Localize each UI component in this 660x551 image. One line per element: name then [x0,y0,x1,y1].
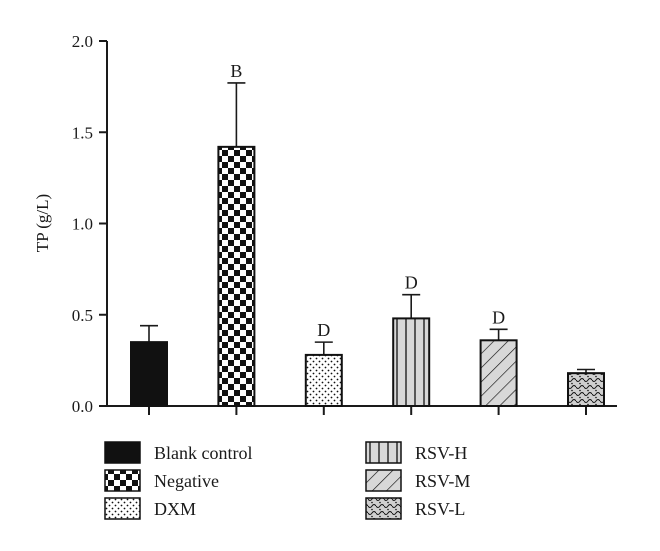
plot-area: 0.0 0.5 1.0 1.5 2.0 B D D D [72,32,617,416]
legend-label: RSV-H [415,443,467,463]
legend-item: RSV-M [365,469,470,492]
legend-swatch [365,497,402,520]
y-tick-label: 0.5 [72,306,93,325]
significance-label: D [405,273,418,293]
y-axis-label: TP (g/L) [33,194,52,252]
legend-label: Blank control [154,443,252,463]
legend-item: RSV-H [365,441,467,464]
bar-dxm [304,353,343,407]
significance-label: D [317,320,330,340]
y-tick-label: 1.0 [72,215,93,234]
legend: Blank control Negative DXM RSV-H RSV-M RSV-L [104,441,470,520]
bar-rsv-l [567,372,605,407]
legend-item: DXM [104,497,196,520]
bar-blank-control [130,341,168,407]
y-tick-label: 0.0 [72,397,93,416]
legend-swatch [104,441,141,464]
legend-label: DXM [154,499,196,519]
bar-rsv-m [479,339,518,407]
legend-swatch [365,469,402,492]
legend-swatch [104,469,141,492]
legend-item: RSV-L [365,497,465,520]
legend-label: RSV-L [415,499,465,519]
significance-label: D [492,307,505,327]
legend-label: RSV-M [415,471,470,491]
legend-item: Blank control [104,441,252,464]
legend-item: Negative [104,469,219,492]
y-tick-label: 1.5 [72,123,93,142]
significance-label: B [230,61,242,81]
y-tick-label: 2.0 [72,32,93,51]
bar-negative [217,145,256,407]
bar-rsv-h [392,317,431,407]
legend-label: Negative [154,471,219,491]
legend-swatch [365,441,402,464]
legend-swatch [104,497,141,520]
